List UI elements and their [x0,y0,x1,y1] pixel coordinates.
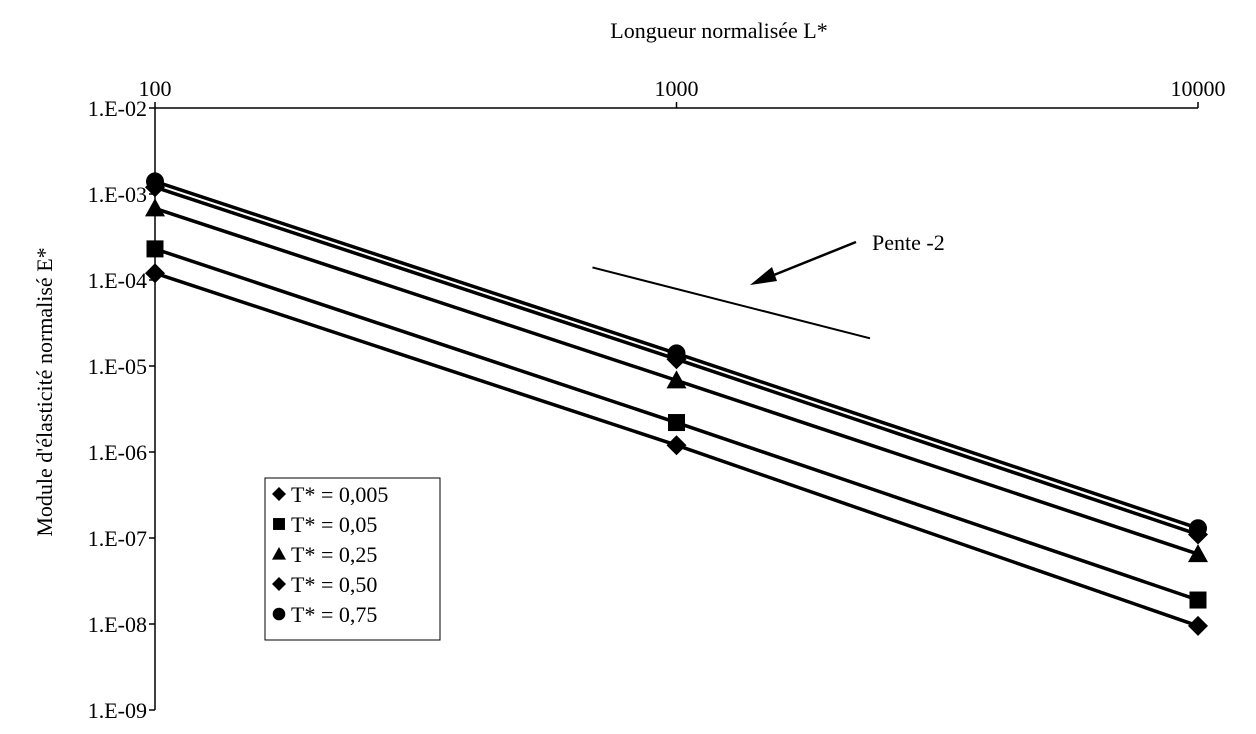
arrow-head-icon [750,267,777,285]
y-tick-label: 1.E-09 [88,698,147,723]
legend-marker [272,607,286,621]
legend-marker [272,547,286,560]
y-tick-label: 1.E-03 [88,182,147,207]
legend-label: T* = 0,50 [291,572,377,597]
series-2 [146,240,1207,609]
y-tick-label: 1.E-07 [88,526,147,551]
data-point [145,263,165,284]
legend-label: T* = 0,005 [291,482,388,507]
y-tick-label: 1.E-04 [88,268,147,293]
data-point [666,435,687,456]
axes: 100 1000 10000 1.E-02 1.E-03 1.E-04 1.E-05 1.E-… [88,76,1226,723]
x-tick-label: 100 [139,76,172,101]
legend-label: T* = 0,05 [291,512,377,537]
y-axis-title: Module d'élasticité normalisé E* [32,247,57,536]
y-tick-label: 1.E-08 [88,612,147,637]
data-point [1188,615,1208,636]
legend: T* = 0,005 T* = 0,05 T* = 0,25 T* = 0,50 T* … [264,477,441,641]
series-5 [146,172,1207,538]
x-axis-title: Longueur normalisée L* [610,18,828,43]
data-point [1188,544,1208,563]
data-point [668,414,685,432]
data-point [1189,591,1207,609]
y-tick-label: 1.E-06 [88,440,147,465]
data-point [1189,519,1207,538]
x-tick-label: 10000 [1171,76,1226,101]
series-layer [145,172,1208,636]
data-point [146,240,164,258]
series-1 [145,263,1208,636]
y-tick-label: 1.E-02 [88,96,147,121]
legend-marker [272,577,286,591]
legend-label: T* = 0,25 [291,542,377,567]
annotation-arrow [763,240,857,281]
data-point [666,370,687,389]
y-tick-label: 1.E-05 [88,354,147,379]
data-point [145,198,165,217]
slope-reference-line [592,266,871,340]
legend-marker [272,487,286,501]
legend-marker [273,518,285,530]
legend-box [264,477,441,641]
legend-label: T* = 0,75 [291,602,377,627]
annotation-label: Pente -2 [872,230,945,255]
data-point [146,172,164,191]
data-point [667,344,686,363]
series-3 [145,198,1208,563]
x-tick-label: 1000 [655,76,699,101]
annotations: Pente -2 [592,230,945,340]
